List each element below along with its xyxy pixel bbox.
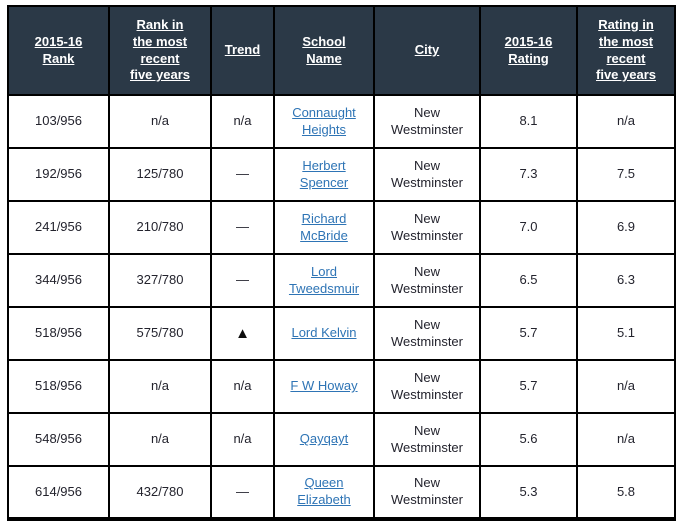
rank-cell: 103/956 (7, 94, 110, 149)
city-cell: New Westminster (373, 412, 481, 467)
rank-recent-cell: 125/780 (108, 147, 212, 202)
header-row: 2015-16 Rank Rank in the most recent fiv… (7, 5, 676, 96)
trend-cell: n/a (210, 412, 275, 467)
rating-cell: 7.3 (479, 147, 578, 202)
school-link[interactable]: Queen Elizabeth (297, 475, 351, 507)
trend-cell: n/a (210, 359, 275, 414)
school-link[interactable]: F W Howay (290, 378, 358, 394)
school-name-cell: Qayqayt (273, 412, 375, 467)
column-header-trend[interactable]: Trend (210, 5, 275, 96)
city-cell: New Westminster (373, 306, 481, 361)
column-header-school-name[interactable]: School Name (273, 5, 375, 96)
column-header-rating[interactable]: 2015-16 Rating (479, 5, 578, 96)
rating-recent-cell: 7.5 (576, 147, 676, 202)
table-row: 518/956 n/a n/a F W Howay New Westminster 5.7… (7, 359, 676, 414)
school-name-cell: Lord Tweedsmuir (273, 253, 375, 308)
rating-cell: 8.1 (479, 94, 578, 149)
rank-cell: 518/956 (7, 359, 110, 414)
city-cell: New Westminster (373, 147, 481, 202)
column-header-rank[interactable]: 2015-16 Rank (7, 5, 110, 96)
rating-cell: 7.0 (479, 200, 578, 255)
rating-cell: 6.5 (479, 253, 578, 308)
trend-cell: — (210, 253, 275, 308)
rank-cell: 344/956 (7, 253, 110, 308)
trend-up-icon: ▲ (235, 324, 250, 342)
school-name-cell: Herbert Spencer (273, 147, 375, 202)
rank-recent-cell: 575/780 (108, 306, 212, 361)
rating-recent-cell: n/a (576, 359, 676, 414)
rank-recent-cell: 210/780 (108, 200, 212, 255)
school-link[interactable]: Connaught Heights (292, 104, 356, 137)
school-name-cell: F W Howay (273, 359, 375, 414)
rank-cell: 241/956 (7, 200, 110, 255)
rating-recent-cell: 5.1 (576, 306, 676, 361)
column-header-rank-recent[interactable]: Rank in the most recent five years (108, 5, 212, 96)
table-row: 614/956 432/780— Queen Elizabeth New Westmi… (7, 465, 676, 520)
trend-cell: n/a (210, 94, 275, 149)
rank-cell: 192/956 (7, 147, 110, 202)
city-cell: New Westminster (373, 200, 481, 255)
school-name-cell: Richard McBride (273, 200, 375, 255)
school-link[interactable]: Herbert Spencer (299, 157, 349, 190)
rank-cell: 548/956 (7, 412, 110, 467)
city-cell: New Westminster (373, 94, 481, 149)
rating-recent-cell: n/a (576, 94, 676, 149)
rank-recent-cell: n/a (108, 94, 212, 149)
school-link[interactable]: Richard McBride (300, 210, 348, 243)
rank-recent-cell: 432/780 (108, 465, 212, 520)
rank-recent-cell: n/a (108, 359, 212, 414)
school-name-cell: Lord Kelvin (273, 306, 375, 361)
rating-recent-cell: n/a (576, 412, 676, 467)
table-body: 103/956 n/a n/a Connaught Heights New Westmi… (7, 94, 676, 520)
school-name-cell: Connaught Heights (273, 94, 375, 149)
school-rankings-table: 2015-16 Rank Rank in the most recent fiv… (7, 5, 676, 521)
rating-recent-cell: 6.3 (576, 253, 676, 308)
column-header-city[interactable]: City (373, 5, 481, 96)
table-row: 548/956 n/a n/a Qayqayt New Westminster 5.6 n/… (7, 412, 676, 467)
trend-cell: — (210, 465, 275, 520)
column-header-rating-recent[interactable]: Rating in the most recent five years (576, 5, 676, 96)
table-row: 518/956 575/780 ▲ Lord Kelvin New Westminste… (7, 306, 676, 361)
rank-cell: 614/956 (7, 465, 110, 520)
school-name-cell: Queen Elizabeth (273, 465, 375, 520)
city-cell: New Westminster (373, 253, 481, 308)
rating-recent-cell: 5.8 (576, 465, 676, 520)
city-cell: New Westminster (373, 359, 481, 414)
trend-cell: ▲ (210, 306, 275, 361)
table-row: 192/956 125/780— Herbert Spencer New Westmi… (7, 147, 676, 202)
rating-cell: 5.7 (479, 359, 578, 414)
city-cell: New Westminster (373, 465, 481, 520)
school-link[interactable]: Lord Tweedsmuir (288, 263, 360, 296)
table-header: 2015-16 Rank Rank in the most recent fiv… (7, 5, 676, 96)
rank-cell: 518/956 (7, 306, 110, 361)
school-link[interactable]: Qayqayt (299, 431, 349, 447)
rating-recent-cell: 6.9 (576, 200, 676, 255)
table-row: 344/956 327/780— Lord Tweedsmuir New Westmi… (7, 253, 676, 308)
rank-recent-cell: 327/780 (108, 253, 212, 308)
rating-cell: 5.6 (479, 412, 578, 467)
school-link[interactable]: Lord Kelvin (291, 325, 357, 341)
rating-cell: 5.7 (479, 306, 578, 361)
rating-cell: 5.3 (479, 465, 578, 520)
trend-cell: — (210, 200, 275, 255)
table-row: 103/956 n/a n/a Connaught Heights New Westmi… (7, 94, 676, 149)
table-row: 241/956 210/780— Richard McBride New Westmi… (7, 200, 676, 255)
rank-recent-cell: n/a (108, 412, 212, 467)
trend-cell: — (210, 147, 275, 202)
